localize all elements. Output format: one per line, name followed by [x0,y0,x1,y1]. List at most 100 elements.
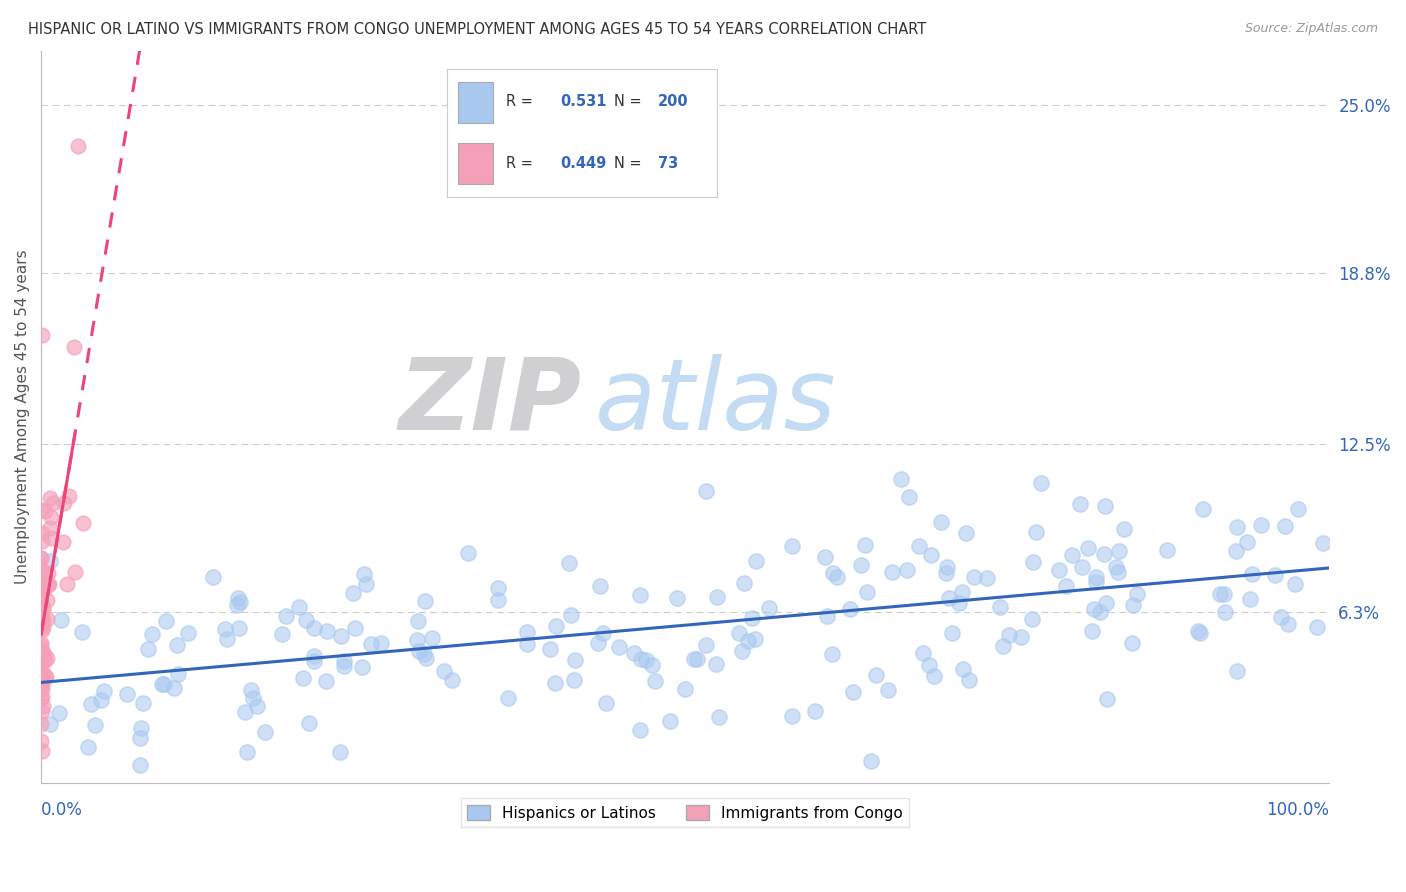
Point [30,562,52,576]
Point [1226,664,1249,678]
Point [214,623,236,637]
Point [30,619,52,633]
Point [957,673,980,687]
Point [849,558,872,572]
Point [1191,502,1213,516]
Point [1108,544,1130,558]
Point [177,626,200,640]
Point [1126,587,1149,601]
Point [328,745,350,759]
Point [1239,592,1261,607]
Point [1029,475,1052,490]
Point [728,625,751,640]
Point [58,490,80,504]
Point [486,581,509,595]
Point [1112,522,1135,536]
Point [31,526,53,541]
Point [31,620,53,634]
Point [733,576,755,591]
Point [558,556,581,570]
Point [741,611,763,625]
Point [1226,520,1249,534]
Point [1070,559,1092,574]
Point [1083,602,1105,616]
Point [304,648,326,663]
Point [1025,525,1047,540]
Point [1084,574,1107,589]
Point [38,520,60,534]
Point [853,538,876,552]
Point [825,570,848,584]
Point [588,636,610,650]
Point [707,709,730,723]
Point [1270,610,1292,624]
Point [226,591,249,605]
Point [1188,626,1211,640]
Point [30,550,52,565]
Point [695,639,717,653]
Point [115,686,138,700]
Text: Source: ZipAtlas.com: Source: ZipAtlas.com [1244,22,1378,36]
Point [865,668,887,682]
Point [294,613,316,627]
Point [370,636,392,650]
Text: HISPANIC OR LATINO VS IMMIGRANTS FROM CONGO UNEMPLOYMENT AMONG AGES 45 TO 54 YEA: HISPANIC OR LATINO VS IMMIGRANTS FROM CO… [28,22,927,37]
Point [860,755,883,769]
Point [155,614,177,628]
Point [30,615,52,629]
Point [31,678,53,692]
Point [1240,567,1263,582]
Point [30,650,52,665]
Point [744,554,766,568]
Point [955,526,977,541]
Point [30,639,52,653]
Point [1274,519,1296,533]
Point [952,662,974,676]
Point [77,740,100,755]
Point [35,670,58,684]
Point [163,681,186,695]
Point [38,577,60,591]
Point [924,669,946,683]
Point [938,591,960,605]
Point [32,653,55,667]
Point [63,565,86,579]
Point [673,682,696,697]
Y-axis label: Unemployment Among Ages 45 to 54 years: Unemployment Among Ages 45 to 54 years [15,250,30,584]
Point [1305,620,1327,634]
Point [706,591,728,605]
Point [37,650,59,665]
Point [83,717,105,731]
Point [32,647,55,661]
Point [918,657,941,672]
Text: ZIP: ZIP [399,354,582,450]
Point [31,704,53,718]
Point [292,671,315,685]
Point [486,593,509,607]
Point [30,667,52,681]
Point [1081,624,1104,638]
Point [254,725,277,739]
Point [780,709,803,723]
Point [343,621,366,635]
Point [686,652,709,666]
Point [32,600,55,615]
Point [31,328,53,343]
Point [31,673,53,688]
Point [1286,502,1309,516]
Point [31,583,53,598]
Point [30,636,52,650]
Point [35,612,58,626]
Point [817,609,839,624]
Point [1021,555,1043,569]
Point [935,566,957,580]
Point [1225,544,1247,558]
Point [991,639,1014,653]
Point [242,690,264,705]
Point [950,584,973,599]
Point [516,637,538,651]
Point [38,491,60,506]
Point [1264,568,1286,582]
Point [31,665,53,679]
Point [683,652,706,666]
